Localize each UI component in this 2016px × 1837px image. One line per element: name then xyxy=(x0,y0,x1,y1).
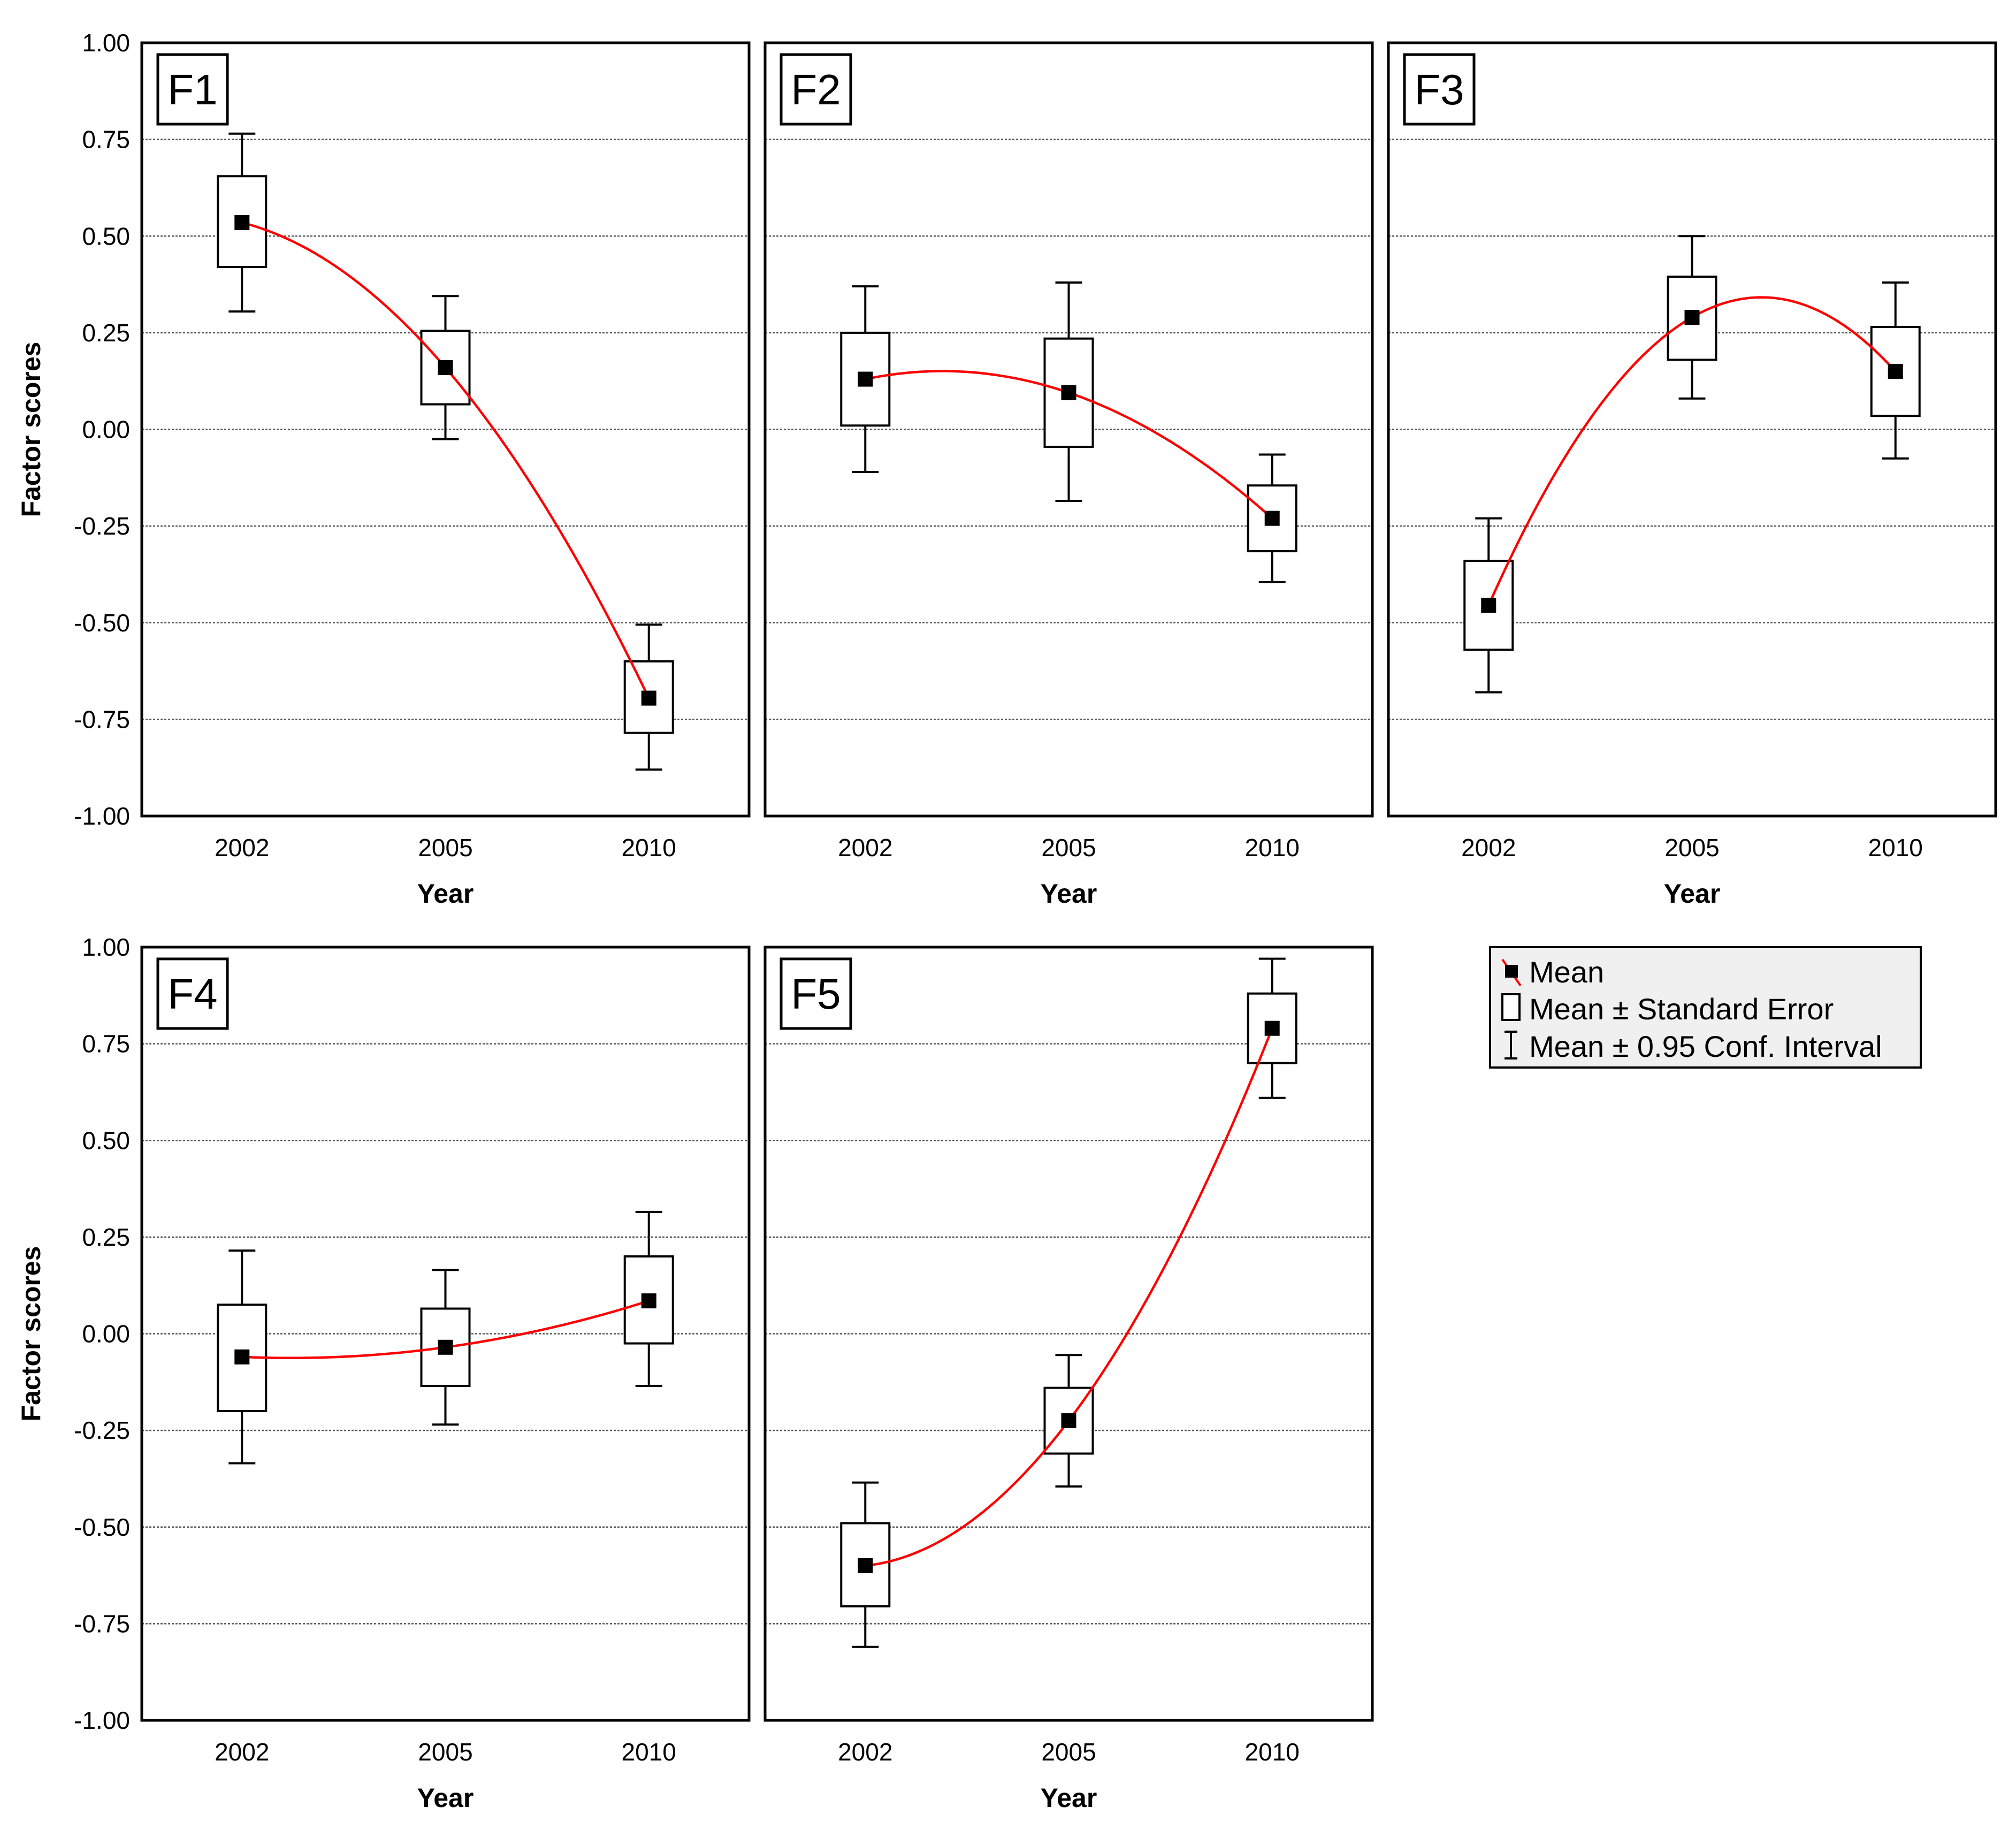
plot-frame xyxy=(763,946,1374,1722)
mean-marker xyxy=(641,690,656,706)
plot-frame xyxy=(763,41,1374,818)
x-tick-label: 2005 xyxy=(418,1738,472,1766)
y-axis-title: Factor scores xyxy=(16,342,46,517)
x-axis-title: Year xyxy=(417,1783,474,1813)
y-tick-label: -0.25 xyxy=(74,1416,130,1444)
plot-frame xyxy=(1387,41,1997,818)
panel-label-box xyxy=(156,957,229,1030)
mean-marker xyxy=(858,1558,873,1573)
panel-f4: 1.00 0.75 0.50 0.25 0.00 -0.25 -0.50 -0.75 -1.00… xyxy=(16,933,751,1813)
y-axis-title: Factor scores xyxy=(16,1246,46,1422)
x-tick-label: 2002 xyxy=(838,1738,892,1766)
y-tick-label: -1.00 xyxy=(74,802,130,830)
mean-marker xyxy=(1061,385,1076,400)
legend-mean-symbol xyxy=(1501,958,1522,987)
box-group-2005 xyxy=(420,1269,471,1426)
panel-f1: 1.00 0.75 0.50 0.25 0.00 -0.25 -0.50 -0.75 -1.00… xyxy=(16,29,751,909)
legend: Mean Mean ± Standard Error Mean ± 0.95 C… xyxy=(1489,946,1922,1069)
x-tick-label: 2005 xyxy=(1041,1738,1096,1766)
panel-f2: 2002 2005 2010 Year F2 xyxy=(763,41,1374,909)
x-axis-title: Year xyxy=(1664,879,1721,909)
box-group-2010 xyxy=(1870,281,1921,460)
se-box xyxy=(1870,326,1921,417)
box-group-2002 xyxy=(840,285,891,473)
y-tick-label: 0.50 xyxy=(82,222,130,250)
y-tick-label: 1.00 xyxy=(82,933,130,961)
panel-label: F3 xyxy=(1414,66,1464,113)
x-tick-label: 2010 xyxy=(1245,1738,1300,1766)
y-tick-label: 0.00 xyxy=(82,416,130,444)
y-tick-label: 0.75 xyxy=(82,126,130,154)
mean-marker xyxy=(858,371,873,387)
plot-frame xyxy=(140,41,751,818)
x-tick-label: 2005 xyxy=(1664,834,1719,862)
mean-fit-line xyxy=(241,221,650,699)
x-tick-label: 2010 xyxy=(622,834,676,862)
y-tick-label: -0.25 xyxy=(74,512,130,540)
panel-label-box xyxy=(156,53,229,126)
se-box xyxy=(840,331,891,427)
mean-marker xyxy=(1481,598,1496,613)
y-tick-label: -0.75 xyxy=(74,1610,130,1637)
box-group-2010 xyxy=(1247,957,1297,1099)
x-tick-label: 2002 xyxy=(838,834,892,862)
mean-marker xyxy=(1061,1413,1076,1429)
mean-marker xyxy=(234,1349,250,1365)
x-tick-label: 2010 xyxy=(1245,834,1300,862)
y-tick-label: 0.75 xyxy=(82,1030,130,1058)
mean-marker xyxy=(234,215,250,230)
legend-whisker-symbol xyxy=(1505,1031,1517,1059)
panel-label: F5 xyxy=(791,970,841,1018)
panel-f5: 2002 2005 2010 Year F5 xyxy=(763,946,1374,1813)
x-tick-label: 2010 xyxy=(622,1738,676,1766)
panel-f3: 2002 2005 2010 Year F3 xyxy=(1387,41,1997,909)
x-axis-title: Year xyxy=(1041,1783,1097,1813)
se-box xyxy=(1247,992,1297,1064)
panel-label: F2 xyxy=(791,66,841,113)
y-tick-label: -0.50 xyxy=(74,1513,130,1541)
panel-label-box xyxy=(780,957,852,1030)
legend-label-se: Mean ± Standard Error xyxy=(1529,992,1834,1026)
y-tick-label: -0.75 xyxy=(74,705,130,733)
y-tick-label: 0.25 xyxy=(82,319,130,347)
legend-frame xyxy=(1489,946,1922,1069)
y-tick-label: -0.50 xyxy=(74,609,130,637)
legend-label-mean: Mean xyxy=(1529,955,1604,989)
legend-box-symbol xyxy=(1501,993,1521,1021)
mean-marker xyxy=(438,1339,453,1355)
mean-marker xyxy=(438,360,453,375)
mean-marker xyxy=(1684,309,1700,325)
mean-marker xyxy=(1264,1020,1280,1036)
panel-label: F4 xyxy=(167,970,217,1018)
box-group-2002 xyxy=(840,1481,891,1648)
y-tick-label: 0.50 xyxy=(82,1126,130,1154)
y-tick-label: 0.00 xyxy=(82,1320,130,1348)
mean-marker xyxy=(1888,364,1903,379)
legend-label-ci: Mean ± 0.95 Conf. Interval xyxy=(1529,1030,1882,1063)
x-axis-title: Year xyxy=(417,879,474,909)
y-tick-label: 1.00 xyxy=(82,29,130,57)
panel-label-box xyxy=(1403,53,1476,126)
panel-label: F1 xyxy=(167,66,217,113)
x-tick-label: 2005 xyxy=(1041,834,1096,862)
se-box xyxy=(840,1522,891,1607)
y-tick-label: 0.25 xyxy=(82,1223,130,1251)
se-box xyxy=(420,1307,471,1388)
mean-marker xyxy=(1264,510,1280,526)
x-tick-label: 2002 xyxy=(1461,834,1516,862)
x-tick-label: 2002 xyxy=(215,1738,269,1766)
y-tick-label: -1.00 xyxy=(74,1706,130,1734)
x-tick-label: 2010 xyxy=(1868,834,1923,862)
x-tick-label: 2002 xyxy=(215,834,269,862)
panel-label-box xyxy=(780,53,852,126)
mean-marker xyxy=(641,1293,656,1309)
x-axis-title: Year xyxy=(1041,879,1097,909)
plot-frame xyxy=(140,946,751,1722)
x-tick-label: 2005 xyxy=(418,834,472,862)
